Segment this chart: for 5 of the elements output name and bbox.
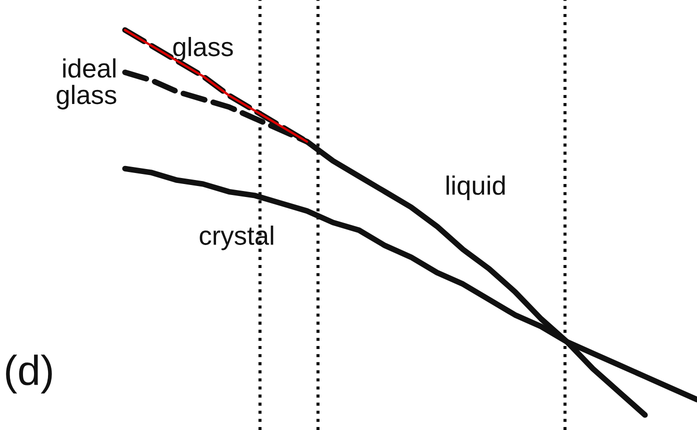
- series-label: ideal glass: [56, 58, 116, 110]
- series-label: liquid: [446, 176, 505, 200]
- text: (d): [6, 354, 52, 394]
- series-label: crystal: [200, 226, 274, 250]
- series-label: glass: [173, 36, 233, 62]
